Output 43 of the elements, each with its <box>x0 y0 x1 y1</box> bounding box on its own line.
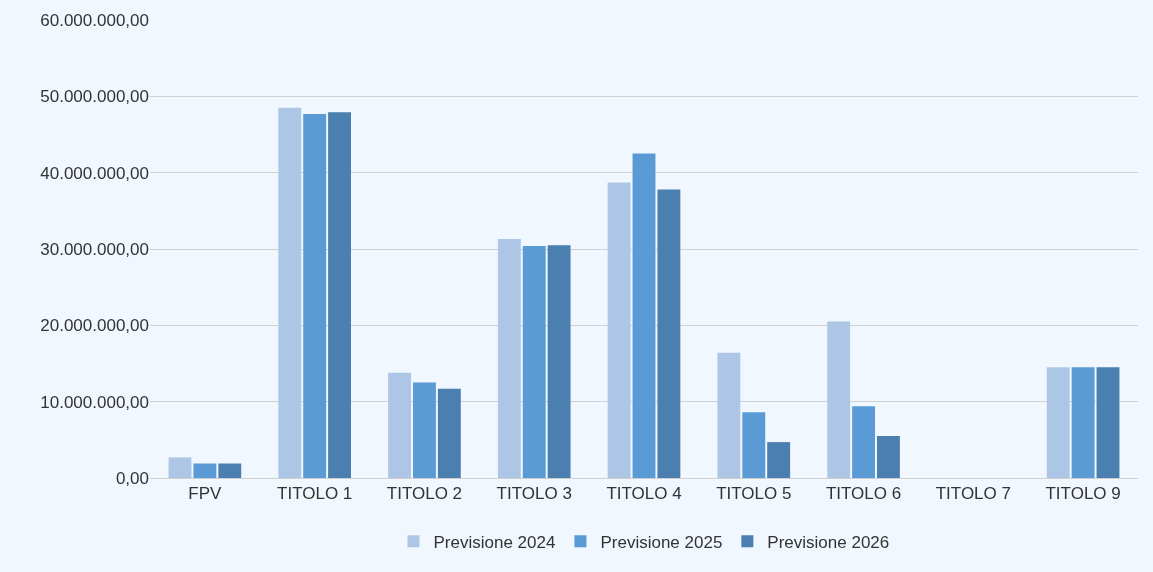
bar <box>1096 367 1120 478</box>
bar <box>717 352 741 478</box>
bar <box>328 112 351 478</box>
bar <box>413 382 436 478</box>
bar <box>303 113 327 478</box>
bar <box>876 436 900 478</box>
bar <box>742 412 766 478</box>
x-tick-label: TITOLO 7 <box>935 484 1011 504</box>
legend-label: Previsione 2024 <box>433 532 556 552</box>
legend-label: Previsione 2026 <box>767 532 890 552</box>
bar <box>522 245 546 478</box>
y-tick-label: 60.000.000,00 <box>40 10 149 30</box>
bar <box>1071 367 1095 478</box>
bar <box>218 463 242 478</box>
y-tick-label: 40.000.000,00 <box>40 163 149 183</box>
legend-label: Previsione 2025 <box>600 532 723 552</box>
y-tick-label: 20.000.000,00 <box>40 316 149 336</box>
y-tick-label: 30.000.000,00 <box>40 239 149 259</box>
bar <box>1046 367 1070 478</box>
bar <box>497 239 521 478</box>
x-tick-label: TITOLO 6 <box>825 484 902 504</box>
bar <box>168 457 192 478</box>
bar <box>547 245 571 478</box>
x-tick-label: TITOLO 2 <box>386 484 463 504</box>
bar <box>632 153 656 478</box>
x-tick-label: TITOLO 5 <box>716 484 792 504</box>
bar <box>437 388 461 478</box>
bar <box>767 442 791 478</box>
x-tick-label: TITOLO 3 <box>496 484 572 504</box>
x-tick-label: TITOLO 4 <box>606 484 682 504</box>
y-tick-label: 0,00 <box>115 468 149 488</box>
bar <box>657 189 681 478</box>
y-tick-label: 10.000.000,00 <box>40 392 149 412</box>
bar <box>388 372 412 478</box>
bar <box>852 406 875 478</box>
x-tick-label: TITOLO 1 <box>277 484 353 504</box>
y-tick-label: 50.000.000,00 <box>40 87 149 107</box>
bar <box>278 107 302 478</box>
bar <box>827 321 851 478</box>
x-tick-label: TITOLO 9 <box>1045 484 1121 504</box>
x-tick-label: FPV <box>188 484 223 504</box>
bar <box>193 463 217 478</box>
bar <box>607 182 631 478</box>
